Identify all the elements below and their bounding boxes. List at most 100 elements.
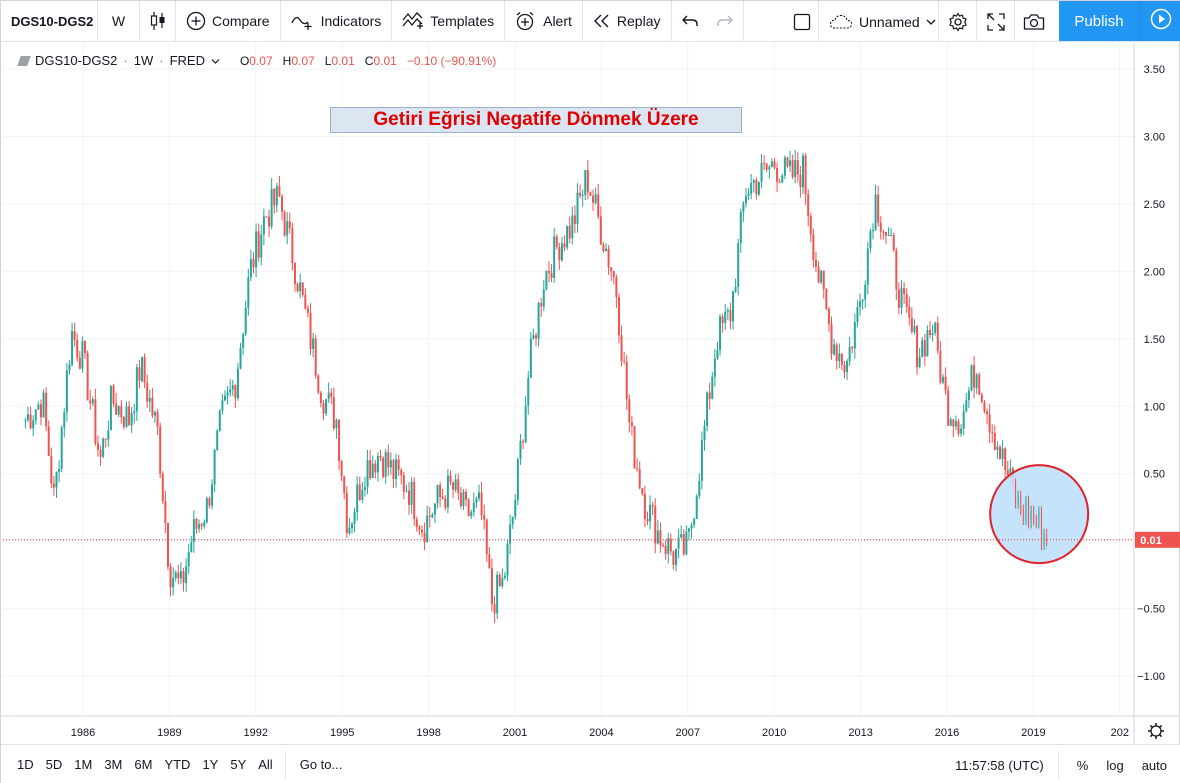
- percent-toggle[interactable]: %: [1076, 757, 1089, 773]
- alert-button[interactable]: Alert: [505, 0, 583, 42]
- legend-separator-2: ·: [159, 53, 164, 68]
- range-button-1m[interactable]: 1M: [74, 757, 93, 772]
- range-button-1d[interactable]: 1D: [17, 757, 34, 772]
- range-button-1y[interactable]: 1Y: [202, 757, 219, 772]
- indicators-button[interactable]: Indicators: [281, 0, 393, 42]
- chart-style-button[interactable]: [140, 0, 176, 42]
- candle-body: [120, 405, 123, 418]
- fullscreen-layout-button[interactable]: [785, 1, 819, 42]
- candle-body: [262, 216, 265, 235]
- range-button-all[interactable]: All: [258, 757, 273, 772]
- alert-label: Alert: [543, 13, 572, 29]
- price-chart[interactable]: 1986 1989 1992 1995 1998 2001 2004 2007 2010 2013…: [1, 42, 1180, 744]
- undo-button[interactable]: [672, 1, 708, 42]
- range-button-5d[interactable]: 5D: [45, 757, 63, 772]
- goto-button[interactable]: Go to...: [299, 757, 343, 772]
- candle-body: [34, 409, 37, 421]
- layout-controls: Unnamed: [785, 1, 1053, 42]
- templates-button[interactable]: Templates: [392, 0, 506, 42]
- candle-body: [203, 522, 206, 527]
- interval-button[interactable]: W: [98, 0, 140, 42]
- candle-body: [37, 404, 40, 410]
- candle-body: [301, 282, 304, 295]
- candle-body: [493, 604, 496, 614]
- candle-body: [384, 452, 387, 477]
- candle-body: [568, 225, 571, 239]
- auto-toggle[interactable]: auto: [1141, 757, 1167, 773]
- candle-body: [716, 350, 719, 359]
- candle-body: [576, 192, 579, 224]
- candle-body: [586, 170, 589, 193]
- candle-body: [71, 331, 74, 365]
- chevron-down-icon: [926, 18, 936, 26]
- candle-body: [343, 476, 346, 494]
- candle-body: [537, 302, 540, 339]
- candle-body: [309, 312, 312, 350]
- candle-body: [607, 248, 610, 268]
- fullscreen-button[interactable]: [977, 1, 1015, 42]
- candle-body: [55, 472, 58, 488]
- replay-button[interactable]: Replay: [583, 0, 672, 42]
- candle-body: [633, 426, 636, 469]
- candle-body: [195, 518, 198, 529]
- play-button[interactable]: [1139, 1, 1180, 41]
- date-range-buttons: 1D 5D 1M 3M 6M YTD 1Y 5Y All: [1, 750, 286, 779]
- redo-button[interactable]: [708, 0, 744, 42]
- time-tick-label: 2019: [1021, 727, 1045, 739]
- legend-source[interactable]: FRED: [169, 53, 205, 68]
- candle-body: [776, 168, 779, 182]
- candle-body: [433, 503, 436, 515]
- candle-body: [783, 157, 786, 176]
- plus-circle-icon: [186, 11, 206, 31]
- candle-body: [960, 428, 963, 434]
- range-button-5y[interactable]: 5Y: [230, 757, 247, 772]
- candle-body: [503, 575, 506, 578]
- candle-body: [496, 574, 499, 614]
- candle-body: [594, 194, 597, 203]
- candle-body: [527, 377, 530, 406]
- interval-label: W: [111, 13, 126, 29]
- candle-body: [656, 530, 659, 544]
- candle-body: [643, 494, 646, 520]
- range-button-6m[interactable]: 6M: [134, 757, 153, 772]
- candle-body: [921, 340, 924, 357]
- candle-body: [208, 498, 211, 506]
- candle-body: [169, 566, 172, 588]
- snapshot-button[interactable]: [1015, 1, 1053, 42]
- candle-body: [802, 155, 804, 188]
- candle-body: [851, 346, 854, 349]
- compare-button[interactable]: Compare: [176, 0, 281, 42]
- candle-body: [117, 405, 120, 415]
- candle-body: [314, 338, 317, 376]
- text-annotation[interactable]: Getiri Eğrisi Negatife Dönmek Üzere: [330, 107, 742, 133]
- legend-ohlc: O0.07 H0.07 L0.01 C0.01 −0.10 (−90.91%): [240, 54, 496, 68]
- candle-body: [524, 405, 527, 443]
- candle-body: [125, 406, 128, 427]
- layout-name-button[interactable]: Unnamed: [819, 1, 939, 42]
- range-button-ytd[interactable]: YTD: [164, 757, 191, 772]
- candle-body: [387, 452, 390, 468]
- candle-body: [584, 170, 587, 196]
- candle-body: [431, 514, 434, 517]
- rewind-icon: [593, 13, 611, 29]
- candle-body: [179, 571, 182, 579]
- candle-body: [514, 500, 517, 517]
- candle-body: [340, 460, 343, 477]
- candle-body: [89, 400, 92, 404]
- symbol-search[interactable]: DGS10-DGS2: [1, 0, 98, 42]
- candle-body: [739, 211, 742, 244]
- publish-button[interactable]: Publish: [1059, 1, 1139, 41]
- gear-icon: [948, 11, 968, 32]
- range-button-3m[interactable]: 3M: [104, 757, 123, 772]
- utc-clock[interactable]: 11:57:58 (UTC): [941, 751, 1059, 779]
- candle-body: [558, 247, 561, 261]
- legend-symbol[interactable]: DGS10-DGS2: [35, 53, 118, 68]
- axis-settings-icon[interactable]: [1148, 723, 1164, 739]
- candle-body: [190, 542, 193, 553]
- candle-body: [236, 368, 239, 399]
- candle-body: [239, 347, 242, 369]
- candle-body: [706, 392, 709, 427]
- candle-body: [910, 317, 913, 332]
- log-toggle[interactable]: log: [1106, 757, 1124, 773]
- settings-button[interactable]: [939, 1, 977, 42]
